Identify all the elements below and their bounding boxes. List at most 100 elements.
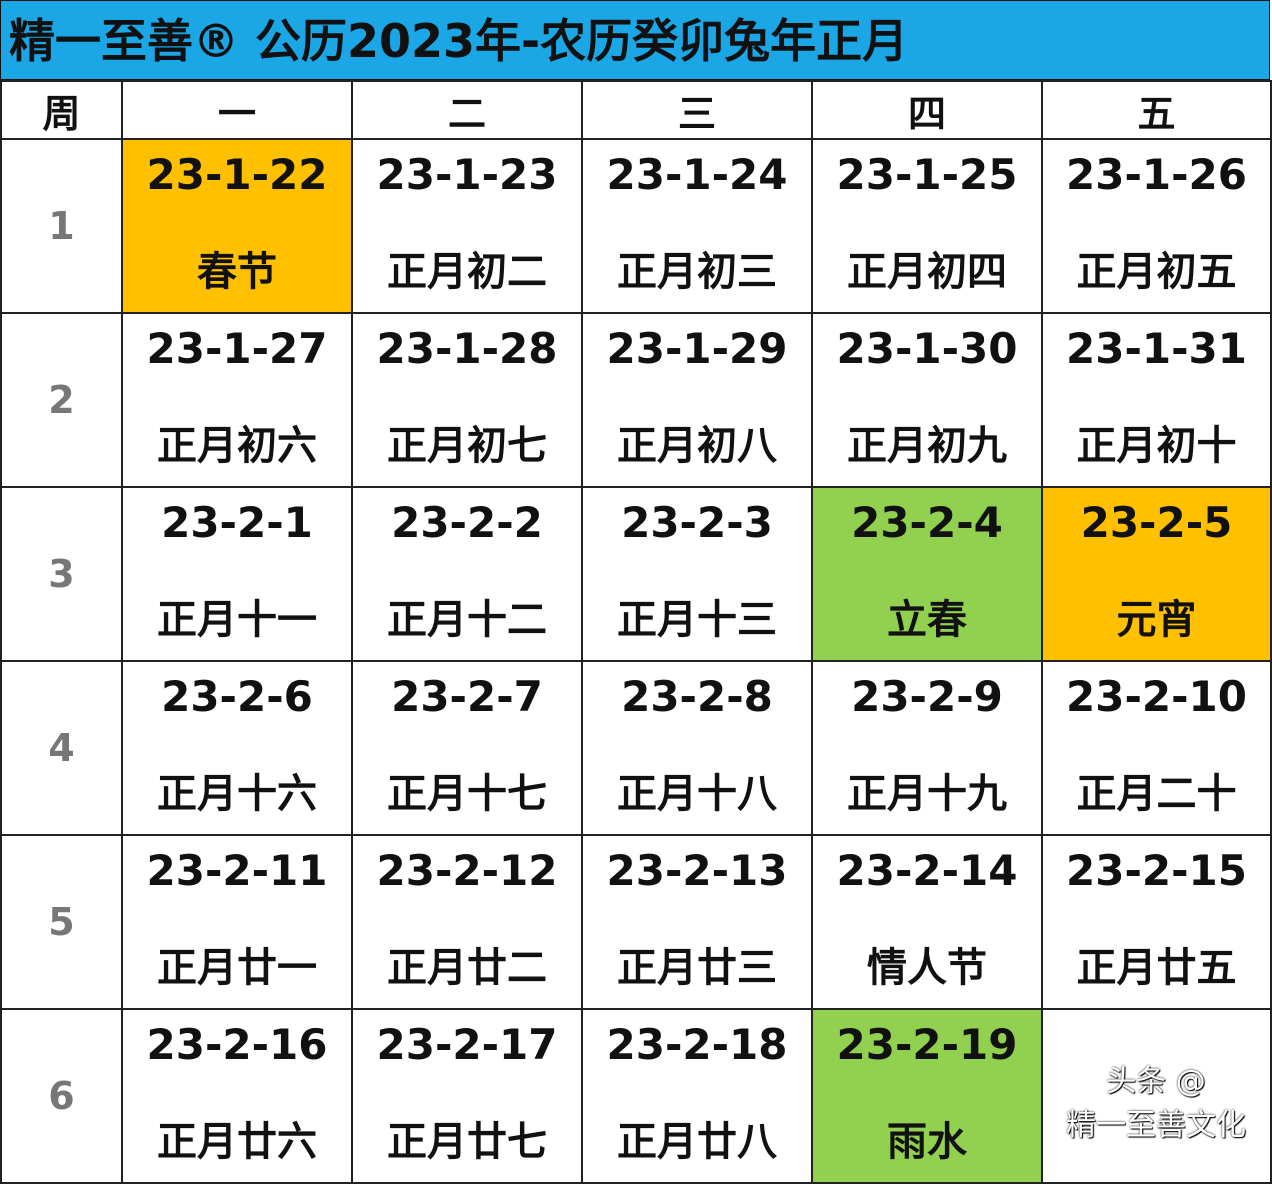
day-cell: 23-2-4 立春: [811, 486, 1043, 662]
day-cell: 23-1-26 正月初五: [1041, 138, 1272, 314]
calendar-title: 精一至善® 公历2023年-农历癸卯兔年正月: [0, 0, 1270, 80]
lunar-date: 正月十九: [847, 770, 1007, 817]
day-cell: 23-2-13 正月廿三: [581, 834, 813, 1010]
day-cell: 23-2-10 正月二十: [1041, 660, 1272, 836]
week-number: 2: [0, 312, 123, 488]
lunar-date: 正月初三: [617, 248, 777, 295]
week-row: 1 23-1-22 春节 23-1-23 正月初二 23-1-24 正月初三 23-1-25 正…: [0, 138, 1272, 314]
day-cell: 23-2-18 正月廿八: [581, 1008, 813, 1184]
gregorian-date: 23-2-3: [621, 497, 773, 547]
day-cell: 23-1-25 正月初四: [811, 138, 1043, 314]
gregorian-date: 23-2-10: [1066, 671, 1247, 721]
lunar-date: 正月十二: [387, 596, 547, 643]
gregorian-date: 23-1-27: [146, 323, 328, 373]
gregorian-date: 23-2-2: [391, 497, 543, 547]
header-monday: 一: [121, 80, 353, 140]
lunar-date: 正月廿一: [157, 944, 317, 991]
lunar-date: 正月初二: [387, 248, 547, 295]
gregorian-date: 23-1-24: [606, 149, 788, 199]
lunar-date: 正月十七: [387, 770, 547, 817]
gregorian-date: 23-2-14: [836, 845, 1018, 895]
header-friday: 五: [1041, 80, 1272, 140]
lunar-date: 正月十一: [157, 596, 317, 643]
lunar-date: 正月初五: [1076, 248, 1237, 295]
day-cell: [1041, 1008, 1272, 1184]
lunar-date: 立春: [887, 596, 967, 643]
lunar-date: 正月十六: [157, 770, 317, 817]
day-cell: 23-2-2 正月十二: [351, 486, 583, 662]
lunar-date: 正月二十: [1076, 770, 1237, 817]
lunar-date: 正月初六: [157, 422, 317, 469]
week-row: 4 23-2-6 正月十六 23-2-7 正月十七 23-2-8 正月十八 23-2-9 正月十…: [0, 660, 1272, 836]
day-cell: 23-2-16 正月廿六: [121, 1008, 353, 1184]
gregorian-date: 23-2-16: [146, 1019, 328, 1069]
week-row: 5 23-2-11 正月廿一 23-2-12 正月廿二 23-2-13 正月廿三 23-2-1…: [0, 834, 1272, 1010]
lunar-date: 正月廿六: [157, 1118, 317, 1165]
header-week: 周: [0, 80, 123, 140]
lunar-date: 春节: [197, 248, 277, 295]
gregorian-date: 23-2-18: [606, 1019, 788, 1069]
day-cell: 23-2-9 正月十九: [811, 660, 1043, 836]
day-cell: 23-1-24 正月初三: [581, 138, 813, 314]
week-number: 6: [0, 1008, 123, 1184]
day-cell: 23-1-23 正月初二: [351, 138, 583, 314]
header-row: 周 一 二 三 四 五: [0, 80, 1272, 140]
day-cell: 23-2-1 正月十一: [121, 486, 353, 662]
lunar-date: 正月初四: [847, 248, 1007, 295]
lunar-date: 正月廿三: [617, 944, 777, 991]
gregorian-date: 23-2-5: [1080, 497, 1233, 547]
gregorian-date: 23-1-23: [376, 149, 558, 199]
gregorian-date: 23-1-31: [1066, 323, 1247, 373]
gregorian-date: 23-2-11: [146, 845, 328, 895]
gregorian-date: 23-2-4: [851, 497, 1003, 547]
day-cell: 23-1-30 正月初九: [811, 312, 1043, 488]
day-cell: 23-2-12 正月廿二: [351, 834, 583, 1010]
header-wednesday: 三: [581, 80, 813, 140]
gregorian-date: 23-2-15: [1066, 845, 1247, 895]
gregorian-date: 23-1-22: [146, 149, 328, 199]
lunar-date: 正月廿二: [387, 944, 547, 991]
watermark: 头条 @精一至善文化: [1066, 1064, 1246, 1143]
day-cell: 23-1-31 正月初十: [1041, 312, 1272, 488]
gregorian-date: 23-2-13: [606, 845, 788, 895]
header-tuesday: 二: [351, 80, 583, 140]
gregorian-date: 23-2-19: [836, 1019, 1018, 1069]
day-cell: 23-2-11 正月廿一: [121, 834, 353, 1010]
lunar-date: 正月初十: [1076, 422, 1237, 469]
week-row: 3 23-2-1 正月十一 23-2-2 正月十二 23-2-3 正月十三 23-2-4 立春 2…: [0, 486, 1272, 662]
day-cell: 23-2-8 正月十八: [581, 660, 813, 836]
gregorian-date: 23-1-26: [1066, 149, 1247, 199]
lunar-date: 正月初八: [617, 422, 777, 469]
day-cell: 23-1-28 正月初七: [351, 312, 583, 488]
gregorian-date: 23-2-12: [376, 845, 558, 895]
gregorian-date: 23-1-29: [606, 323, 788, 373]
week-number: 5: [0, 834, 123, 1010]
day-cell: 23-1-29 正月初八: [581, 312, 813, 488]
lunar-date: 元宵: [1116, 596, 1197, 643]
day-cell: 23-2-6 正月十六: [121, 660, 353, 836]
week-number: 1: [0, 138, 123, 314]
gregorian-date: 23-1-28: [376, 323, 558, 373]
day-cell: 23-2-19 雨水: [811, 1008, 1043, 1184]
gregorian-date: 23-2-9: [851, 671, 1003, 721]
day-cell: 23-2-5 元宵: [1041, 486, 1272, 662]
lunar-date: 正月十八: [617, 770, 777, 817]
header-thursday: 四: [811, 80, 1043, 140]
lunar-date: 正月廿八: [617, 1118, 777, 1165]
lunar-date: 雨水: [887, 1118, 967, 1165]
calendar-table: 周 一 二 三 四 五 1 23-1-22 春节 23-1-23 正月初二 23-1-24…: [0, 80, 1272, 1184]
week-number: 3: [0, 486, 123, 662]
week-number: 4: [0, 660, 123, 836]
gregorian-date: 23-2-8: [621, 671, 773, 721]
lunar-date: 正月初九: [847, 422, 1007, 469]
day-cell: 23-2-7 正月十七: [351, 660, 583, 836]
day-cell: 23-2-3 正月十三: [581, 486, 813, 662]
lunar-date: 正月初七: [387, 422, 547, 469]
day-cell: 23-2-14 情人节: [811, 834, 1043, 1010]
gregorian-date: 23-2-17: [376, 1019, 558, 1069]
gregorian-date: 23-2-1: [161, 497, 313, 547]
week-row: 6 23-2-16 正月廿六 23-2-17 正月廿七 23-2-18 正月廿八 23-2-1…: [0, 1008, 1272, 1184]
week-row: 2 23-1-27 正月初六 23-1-28 正月初七 23-1-29 正月初八 23-1-3…: [0, 312, 1272, 488]
gregorian-date: 23-2-6: [161, 671, 313, 721]
gregorian-date: 23-2-7: [391, 671, 543, 721]
